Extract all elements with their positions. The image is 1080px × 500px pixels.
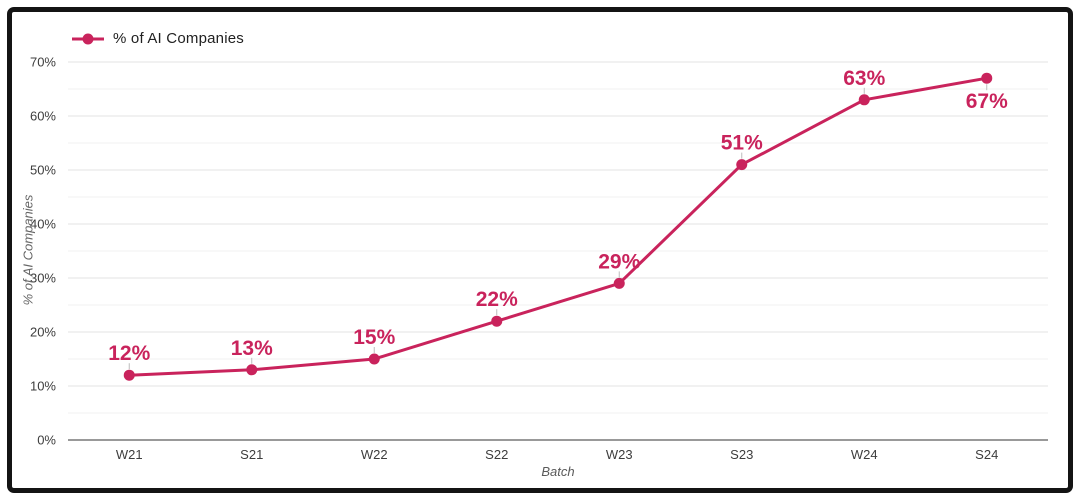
y-tick-label: 50% — [30, 163, 56, 178]
data-point-label: 67% — [966, 90, 1008, 113]
legend-label: % of AI Companies — [113, 30, 244, 47]
x-tick-label: S21 — [240, 447, 263, 462]
x-tick-label: S23 — [730, 447, 753, 462]
legend: % of AI Companies — [72, 30, 244, 47]
y-tick-label: 60% — [30, 109, 56, 124]
data-point-label: 13% — [231, 337, 273, 360]
data-point — [613, 277, 625, 289]
data-point-label: 15% — [353, 326, 395, 349]
legend-line-marker-icon — [72, 33, 104, 44]
y-tick-label: 40% — [30, 217, 56, 232]
series-line — [127, 76, 989, 377]
chart-card — [7, 7, 1073, 493]
y-tick-label: 20% — [30, 325, 56, 340]
x-tick-label: W24 — [851, 447, 878, 462]
data-point — [491, 315, 503, 327]
y-tick-label: 10% — [30, 379, 56, 394]
x-tick-label: W21 — [116, 447, 143, 462]
y-axis-title: % of AI Companies — [20, 194, 36, 306]
data-point — [246, 364, 258, 376]
legend-marker-dot — [82, 33, 94, 44]
data-point-label: 12% — [108, 342, 150, 365]
data-point-label: 22% — [476, 288, 518, 311]
data-point-label: 51% — [721, 132, 763, 155]
x-axis-title: Batch — [541, 464, 575, 479]
data-point — [858, 94, 870, 106]
x-tick-label: S24 — [975, 447, 998, 462]
x-tick-label: W23 — [606, 447, 633, 462]
y-tick-label: 70% — [30, 55, 56, 70]
y-tick-label: 30% — [30, 271, 56, 286]
data-point — [123, 369, 135, 381]
data-point — [981, 72, 993, 84]
data-point-label: 63% — [843, 67, 885, 90]
x-tick-label: S22 — [485, 447, 508, 462]
data-point-label: 29% — [598, 250, 640, 273]
y-tick-label: 0% — [37, 433, 56, 448]
data-point — [736, 159, 748, 171]
x-tick-label: W22 — [361, 447, 388, 462]
data-point — [368, 353, 380, 365]
